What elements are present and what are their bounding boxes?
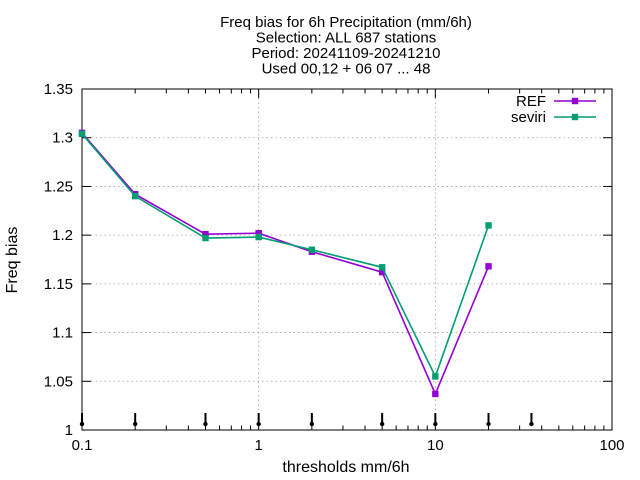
legend-marker: [571, 97, 579, 105]
x-tick-label: 10: [427, 437, 444, 454]
threshold-marker-dot: [529, 421, 534, 427]
threshold-marker-dot: [433, 421, 438, 427]
x-tick-label: 0.1: [72, 437, 93, 454]
series-point-ref: [432, 390, 439, 398]
series-point-seviri: [255, 233, 262, 241]
y-tick-label: 1.2: [52, 227, 73, 244]
series-point-ref: [202, 230, 209, 238]
y-tick-label: 1.35: [44, 81, 73, 98]
legend-label: seviri: [511, 109, 546, 126]
title-line: Used 00,12 + 06 07 ... 48: [262, 61, 431, 78]
series-point-seviri: [378, 264, 386, 271]
chart-title: Freq bias for 6h Precipitation (mm/6h)Se…: [220, 14, 472, 78]
title-line: Selection: ALL 687 stations: [256, 30, 436, 47]
threshold-marker-dot: [256, 421, 261, 427]
legend-marker: [571, 113, 579, 121]
grid: [82, 89, 612, 430]
y-tick-label: 1.25: [44, 178, 73, 195]
series-line-seviri: [81, 133, 490, 379]
series-point-seviri: [78, 130, 86, 138]
x-tick-label: 100: [599, 437, 624, 454]
x-axis: 0.1 1 10 100: [72, 89, 625, 454]
title-line: Period: 20241109-20241210: [251, 45, 440, 62]
y-axis-label: Freq bias: [4, 227, 21, 294]
series-point-seviri: [202, 234, 209, 242]
x-axis-label: thresholds mm/6h: [282, 459, 409, 476]
plot-frame: [81, 88, 613, 431]
threshold-marker-dot: [203, 421, 208, 427]
series-point-ref: [485, 263, 492, 270]
series: [78, 129, 492, 398]
y-tick-label: 1.15: [44, 276, 73, 293]
y-tick-label: 1.1: [52, 325, 73, 342]
series-point-seviri: [432, 373, 439, 380]
series-point-ref: [378, 268, 386, 276]
threshold-markers: [79, 413, 534, 427]
threshold-marker-dot: [79, 421, 85, 427]
threshold-marker-dot: [132, 421, 138, 427]
title-line: Freq bias for 6h Precipitation (mm/6h): [220, 14, 472, 31]
y-tick-label: 1.3: [52, 130, 73, 147]
y-tick-label: 1.05: [44, 373, 73, 390]
threshold-marker-dot: [486, 421, 491, 427]
x-tick-label: 1: [254, 437, 262, 454]
legend-label: REF: [516, 93, 546, 110]
y-axis: 1 1.05 1.1 1.15 1.2 1.25 1.3 1.35: [44, 81, 612, 439]
series-line-ref: [81, 132, 490, 396]
series-point-seviri: [131, 192, 139, 200]
series-point-ref: [255, 229, 262, 237]
threshold-marker-dot: [379, 421, 385, 427]
y-tick-label: 1: [65, 422, 73, 439]
series-point-seviri: [485, 222, 492, 229]
series-point-seviri: [308, 246, 316, 253]
threshold-marker-dot: [309, 421, 315, 427]
